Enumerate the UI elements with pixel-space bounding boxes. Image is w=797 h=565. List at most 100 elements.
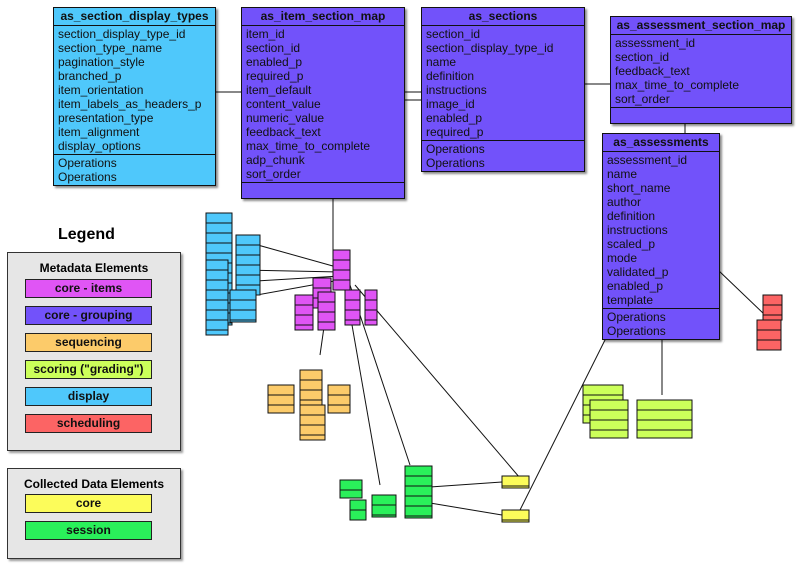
field-assessment-id: assessment_id [615,36,696,50]
operations-row: Operations [426,142,485,156]
relationship-line [354,284,521,479]
operations-row: Operations [426,156,485,170]
field-sort-order: sort_order [246,167,301,181]
field-definition: definition [426,69,475,83]
field-max-time-to-complete: max_time_to_complete [246,139,371,153]
legend-title: Legend [58,226,115,243]
field-image-id: image_id [426,97,475,111]
operations-list: Operations Operations [54,154,215,185]
mini-table[interactable] [205,259,229,336]
table-as-section-display-types[interactable]: as_section_display_types section_display… [53,7,216,186]
mini-table[interactable] [344,289,361,326]
table-as-assessments[interactable]: as_assessments assessment_id name short_na… [602,133,720,340]
field-pagination-style: pagination_style [58,55,145,69]
mini-table[interactable] [636,399,693,439]
mini-table[interactable] [501,509,530,523]
table-as-assessment-section-map[interactable]: as_assessment_section_map assessment_id s… [610,16,792,124]
field-item-id: item_id [246,27,285,41]
field-instructions: instructions [426,83,487,97]
mini-table[interactable] [229,289,257,323]
field-name: name [426,55,457,69]
field-section-type-name: section_type_name [58,41,163,55]
field-definition: definition [607,209,656,223]
table-as-sections[interactable]: as_sections section_id section_display_ty… [421,7,585,172]
field-author: author [607,195,642,209]
legend-metadata-title: Metadata Elements [39,261,149,275]
mini-table[interactable] [762,294,783,321]
field-item-orientation: item_orientation [58,83,144,97]
field-branched-p: branched_p [58,69,122,83]
mini-table[interactable] [294,294,314,331]
field-sort-order: sort_order [615,92,670,106]
field-template: template [607,293,654,307]
mini-table[interactable] [756,319,782,351]
field-enabled-p: enabled_p [607,279,664,293]
operations-list: Operations Operations [603,308,719,339]
operations-list: Operations Operations [422,140,584,171]
operations-list [242,182,404,198]
mini-table[interactable] [267,384,295,414]
mini-table[interactable] [317,291,336,331]
mini-table[interactable] [327,384,351,414]
table-title: as_assessment_section_map [611,17,791,35]
field-list: section_id section_display_type_id name def… [422,26,584,140]
mini-table[interactable] [501,475,530,489]
field-enabled-p: enabled_p [426,111,483,125]
field-list: assessment_id name short_name author definit… [603,152,719,308]
legend-swatch: core - grouping [25,306,152,325]
legend-collected-box: Collected Data Elements core session [7,468,181,559]
operations-row: Operations [607,310,666,324]
operations-row: Operations [607,324,666,338]
field-item-labels-as-headers-p: item_labels_as_headers_p [58,97,202,111]
mini-table[interactable] [299,404,326,441]
relationship-line [519,329,611,511]
field-section-id: section_id [615,50,670,64]
operations-row: Operations [58,170,117,184]
field-max-time-to-complete: max_time_to_complete [615,78,740,92]
field-assessment-id: assessment_id [607,153,688,167]
mini-table[interactable] [339,479,363,499]
field-short-name: short_name [607,181,671,195]
field-instructions: instructions [607,223,668,237]
field-presentation-type: presentation_type [58,111,154,125]
legend-metadata-box: Metadata Elements core - items core - gro… [7,252,181,451]
field-item-default: item_default [246,83,312,97]
legend-swatch: session [25,521,152,540]
field-section-display-type-id: section_display_type_id [426,41,554,55]
field-scaled-p: scaled_p [607,237,656,251]
field-required-p: required_p [246,69,304,83]
legend-swatch: scoring ("grading") [25,360,152,379]
field-required-p: required_p [426,125,484,139]
field-feedback-text: feedback_text [246,125,321,139]
relationship-line [429,481,503,488]
field-item-alignment: item_alignment [58,125,140,139]
legend-swatch: sequencing [25,333,152,352]
legend-swatch: display [25,387,152,406]
field-enabled-p: enabled_p [246,55,303,69]
legend-swatch: core [25,494,152,513]
relationship-line [717,269,766,316]
mini-table[interactable] [589,399,629,439]
field-list: item_id section_id enabled_p required_p item… [242,26,404,182]
table-as-item-section-map[interactable]: as_item_section_map item_id section_id ena… [241,7,405,199]
field-feedback-text: feedback_text [615,64,690,78]
field-list: section_display_type_id section_type_name… [54,26,215,154]
table-title: as_sections [422,8,584,26]
field-list: assessment_id section_id feedback_text max_… [611,35,791,107]
mini-table[interactable] [404,465,433,519]
field-adp-chunk: adp_chunk [246,153,305,167]
operations-row: Operations [58,156,117,170]
operations-list [611,107,791,123]
field-section-id: section_id [246,41,301,55]
field-section-display-type-id: section_display_type_id [58,27,186,41]
field-display-options: display_options [58,139,141,153]
field-section-id: section_id [426,27,481,41]
relationship-line [429,502,503,516]
legend-swatch: core - items [25,279,152,298]
mini-table[interactable] [364,289,378,326]
legend-swatch: scheduling [25,414,152,433]
table-title: as_assessments [603,134,719,152]
mini-table[interactable] [371,494,397,518]
field-mode: mode [607,251,638,265]
